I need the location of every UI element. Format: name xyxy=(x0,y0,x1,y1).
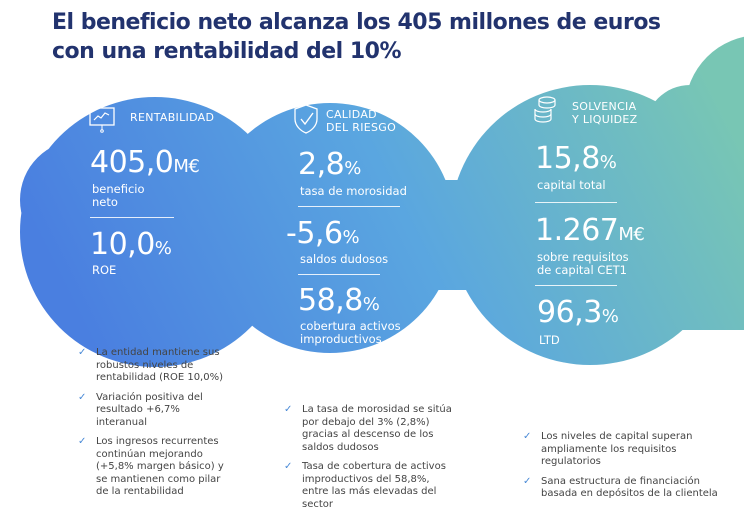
roe-label: ROE xyxy=(92,263,117,277)
divider xyxy=(298,206,400,207)
list-item: ✓ La tasa de morosidad se sitúa por debaj… xyxy=(284,404,452,453)
saldos-dudosos-value: -5,6% xyxy=(286,216,360,251)
divider xyxy=(535,202,617,203)
check-icon: ✓ xyxy=(284,461,293,472)
divider xyxy=(535,285,617,286)
list-item: ✓ Variación positiva del resultado +6,7% … xyxy=(78,391,203,428)
coin-stack-icon xyxy=(534,96,556,123)
check-icon: ✓ xyxy=(78,391,87,403)
rentabilidad-bullets: ✓ La entidad mantiene sus robustos nivele… xyxy=(78,347,228,506)
cet1-label: sobre requisitos de capital CET1 xyxy=(537,250,629,277)
morosidad-value: 2,8% xyxy=(298,147,361,182)
saldos-dudosos-label: saldos dudosos xyxy=(300,252,389,266)
ltd-label: LTD xyxy=(539,333,560,347)
check-icon: ✓ xyxy=(284,404,293,415)
shield-check-icon xyxy=(294,104,318,134)
ltd-value: 96,3% xyxy=(537,295,619,330)
solvencia-bullets: ✓ Los niveles de capital superan ampliame… xyxy=(523,431,723,508)
check-icon: ✓ xyxy=(523,475,532,487)
solvencia-liquidez-heading: SOLVENCIA Y LIQUIDEZ xyxy=(572,100,638,126)
list-item: ✓ Sana estructura de financiación basada … xyxy=(523,475,718,500)
list-item: ✓ Tasa de cobertura de activos improducti… xyxy=(284,461,446,510)
cobertura-label: cobertura activos improductivos xyxy=(300,319,401,346)
check-icon: ✓ xyxy=(523,431,532,442)
calidad-riesgo-heading: CALIDAD DEL RIESGO xyxy=(326,108,397,134)
cobertura-value: 58,8% xyxy=(298,283,380,318)
divider xyxy=(90,217,174,218)
cet1-value: 1.267M€ xyxy=(535,213,645,248)
roe-value: 10,0% xyxy=(90,227,172,262)
calidad-bullets: ✓ La tasa de morosidad se sitúa por debaj… xyxy=(284,404,459,518)
check-icon: ✓ xyxy=(78,347,87,358)
beneficio-neto-label: beneficio neto xyxy=(92,182,145,209)
capital-total-label: capital total xyxy=(537,178,606,192)
list-item: ✓ Los niveles de capital superan ampliame… xyxy=(523,431,693,467)
beneficio-neto-value: 405,0M€ xyxy=(90,145,200,180)
rentabilidad-heading: RENTABILIDAD xyxy=(130,111,215,124)
presentation-chart-icon xyxy=(89,107,115,133)
check-icon: ✓ xyxy=(78,436,87,447)
capital-total-value: 15,8% xyxy=(535,141,617,176)
list-item: ✓ Los ingresos recurrentes continúan mejo… xyxy=(78,436,224,497)
morosidad-label: tasa de morosidad xyxy=(300,184,407,198)
list-item: ✓ La entidad mantiene sus robustos nivele… xyxy=(78,347,224,383)
page-title: El beneficio neto alcanza los 405 millon… xyxy=(52,10,661,64)
divider xyxy=(298,274,380,275)
